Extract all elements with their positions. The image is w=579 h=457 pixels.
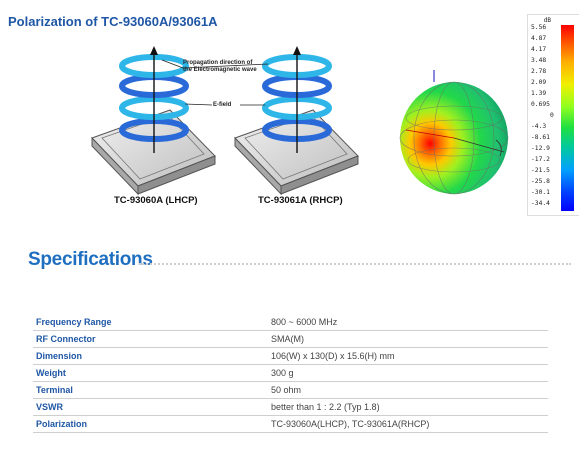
colorbar-unit: dB — [543, 17, 551, 24]
spec-value: TC-93060A(LHCP), TC-93061A(RHCP) — [268, 415, 548, 433]
specifications-table: Frequency Range 800 ~ 6000 MHz RF Connec… — [33, 314, 548, 433]
spec-value: 300 g — [268, 364, 548, 382]
colorbar-tick: -4.3 — [531, 123, 547, 130]
colorbar-tick: 5.56 — [531, 24, 547, 31]
colorbar-tick: -21.5 — [531, 167, 550, 174]
radiation-pattern-3d — [399, 70, 509, 195]
colorbar-tick: 0.695 — [531, 101, 550, 108]
propagation-annotation-line-2: the Electromagnetic wave — [183, 67, 257, 73]
spec-label: Weight — [33, 364, 268, 382]
colorbar-tick: -17.2 — [531, 156, 550, 163]
spec-label: RF Connector — [33, 330, 268, 348]
spec-value: 800 ~ 6000 MHz — [268, 314, 548, 331]
colorbar-tick: 3.48 — [531, 57, 547, 64]
colorbar-tick: -30.1 — [531, 189, 550, 196]
colorbar-tick: 2.09 — [531, 79, 547, 86]
table-row: VSWR better than 1 : 2.2 (Typ 1.8) — [33, 398, 548, 416]
colorbar-tick: 4.87 — [531, 35, 547, 42]
spec-value: better than 1 : 2.2 (Typ 1.8) — [268, 398, 548, 416]
table-row: Terminal 50 ohm — [33, 381, 548, 399]
colorbar-tick: 0 — [550, 112, 554, 119]
model-label-lhcp: TC-93060A (LHCP) — [114, 195, 198, 206]
propagation-pointer — [161, 59, 184, 69]
colorbar-legend: dB 5.56 4.87 4.17 3.48 2.78 2.09 1.39 0.… — [527, 14, 579, 216]
heading-divider — [139, 263, 571, 265]
efield-annotation: E-field — [213, 102, 232, 108]
propagation-annotation: Propagation direction of the Electromagn… — [183, 60, 257, 74]
colorbar-gradient — [561, 25, 574, 211]
spec-label: Frequency Range — [33, 314, 268, 331]
page-title: Polarization of TC-93060A/93061A — [8, 14, 218, 29]
spec-label: Terminal — [33, 381, 268, 399]
colorbar-tick: 2.78 — [531, 68, 547, 75]
specifications-heading: Specifications — [28, 249, 153, 270]
spec-label: Polarization — [33, 415, 268, 433]
colorbar-tick: -34.4 — [531, 200, 550, 207]
colorbar-tick: -12.9 — [531, 145, 550, 152]
table-row: RF Connector SMA(M) — [33, 330, 548, 348]
colorbar-tick: -25.8 — [531, 178, 550, 185]
spec-label: Dimension — [33, 347, 268, 365]
rhcp-helix — [262, 46, 332, 153]
efield-pointer — [184, 103, 213, 106]
propagation-annotation-line-1: Propagation direction of — [183, 60, 253, 66]
polarization-illustration — [91, 46, 359, 196]
table-row: Dimension 106(W) x 130(D) x 15.6(H) mm — [33, 347, 548, 365]
model-label-rhcp: TC-93061A (RHCP) — [258, 195, 343, 206]
colorbar-tick: 1.39 — [531, 90, 547, 97]
table-row: Polarization TC-93060A(LHCP), TC-93061A(… — [33, 415, 548, 433]
propagation-pointer-right — [182, 63, 269, 69]
colorbar-tick: -8.61 — [531, 134, 550, 141]
spec-label: VSWR — [33, 398, 268, 416]
spec-value: 50 ohm — [268, 381, 548, 399]
colorbar-tick: 4.17 — [531, 46, 547, 53]
table-row: Weight 300 g — [33, 364, 548, 382]
spec-value: SMA(M) — [268, 330, 548, 348]
lhcp-helix — [119, 46, 189, 153]
spec-value: 106(W) x 130(D) x 15.6(H) mm — [268, 347, 548, 365]
table-row: Frequency Range 800 ~ 6000 MHz — [33, 314, 548, 331]
